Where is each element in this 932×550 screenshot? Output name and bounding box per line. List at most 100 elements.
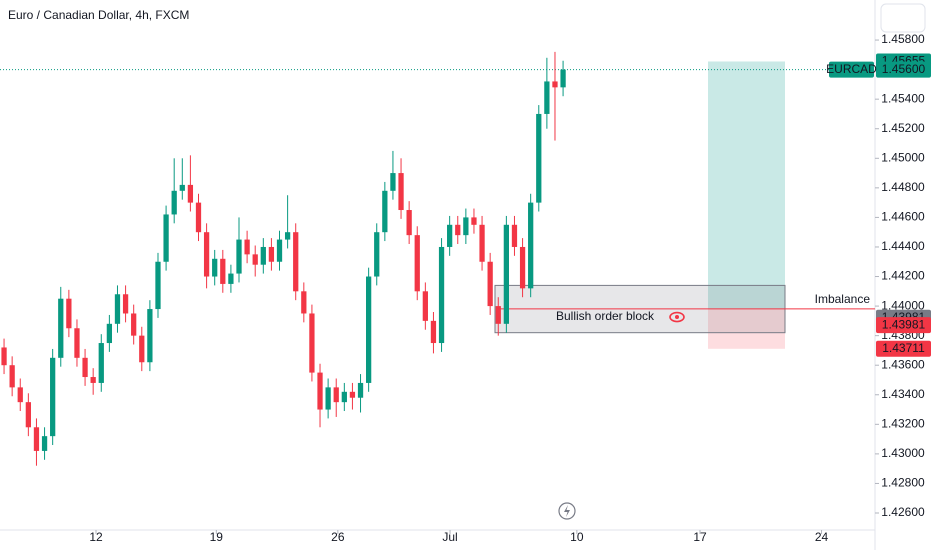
y-tick-label: 1.44200 [881, 269, 925, 283]
x-tick-label: Jul [442, 530, 457, 544]
candle-body [317, 372, 323, 410]
candle-body [74, 328, 80, 358]
candle-body [114, 294, 121, 324]
y-tick-label: 1.42800 [881, 476, 925, 490]
position-loss [708, 308, 785, 349]
candle-body [171, 190, 177, 215]
candle-body [244, 239, 250, 255]
candle-body [98, 343, 104, 383]
candle-body [333, 387, 339, 403]
entry-tag-bg [876, 317, 931, 334]
candle-body [503, 224, 509, 324]
candle-body [487, 261, 493, 307]
y-tick-label: 1.44400 [881, 239, 925, 253]
y-tick-label: 1.45000 [881, 150, 925, 164]
candle-body [252, 254, 258, 265]
toolbar-button[interactable] [880, 3, 926, 33]
imbalance-label: Imbalance [815, 292, 871, 306]
candle-body [25, 402, 31, 428]
candle-body [552, 81, 558, 88]
candle-body [471, 217, 477, 225]
y-tick-label: 1.43600 [881, 357, 925, 371]
candle-body [479, 224, 485, 262]
candle-body [9, 365, 15, 388]
candle-body [276, 239, 283, 262]
candle-body [90, 377, 96, 383]
candle-body [33, 427, 40, 451]
candle-body [341, 391, 347, 403]
candle-body [236, 239, 242, 274]
eye-icon [669, 311, 685, 323]
candle-body [41, 436, 48, 451]
x-tick-label: 10 [570, 530, 584, 544]
candle-body [382, 190, 388, 233]
entry-tag: 1.43981 [882, 317, 926, 331]
x-tick-label: 26 [331, 530, 345, 544]
candle-body [349, 391, 356, 398]
candle-body [463, 217, 469, 236]
candle-body [544, 81, 550, 114]
candle-body [163, 214, 169, 262]
y-tick-label: 1.43400 [881, 387, 925, 401]
y-tick-label: 1.45200 [881, 121, 925, 135]
candle-body [187, 184, 194, 203]
y-tick-label: 1.45400 [881, 91, 925, 105]
candle-body [414, 235, 420, 292]
candle-body [495, 306, 501, 324]
y-tick-label: 1.45800 [881, 32, 925, 46]
candle-body [179, 184, 185, 191]
candle-body [139, 335, 145, 363]
candle-body [301, 291, 307, 314]
candle-body [228, 273, 234, 284]
candle-body [536, 113, 542, 203]
candle-body [438, 246, 445, 344]
candle-body [203, 232, 210, 277]
candle-body [268, 246, 275, 262]
candle-body [374, 232, 380, 277]
candle-body [528, 202, 534, 289]
candle-body [430, 320, 437, 344]
y-tick-label: 1.43000 [881, 446, 925, 460]
x-tick-label: 24 [815, 530, 829, 544]
candle-body [406, 210, 412, 236]
candle-body [106, 323, 113, 344]
candle-body [220, 258, 226, 284]
symbol-tag-bg [829, 61, 874, 78]
y-tick-label: 1.44000 [881, 298, 925, 312]
candle-body [147, 309, 153, 363]
candle-body [519, 246, 526, 289]
candle-body [293, 232, 299, 292]
candle-body [398, 173, 404, 211]
candle-body [357, 382, 364, 398]
stop-tag: 1.43711 [882, 341, 925, 355]
chart-title: Euro / Canadian Dollar, 4h, FXCM [8, 8, 189, 22]
last-price-tag: 1.45600 [882, 62, 926, 76]
bolt-icon [564, 505, 570, 517]
y-tick-label: 1.44600 [881, 210, 925, 224]
candle-body [447, 224, 453, 247]
candle-body [195, 202, 202, 233]
x-tick-label: 17 [693, 530, 707, 544]
candle-body [82, 357, 88, 378]
candle-body [455, 224, 461, 236]
x-tick-label: 12 [89, 530, 103, 544]
candle-body [511, 224, 518, 247]
eye-pupil [675, 315, 679, 320]
y-tick-label: 1.44800 [881, 180, 925, 194]
candle-body [325, 387, 331, 410]
candle-body [422, 291, 428, 321]
candle-body [131, 313, 137, 336]
candle-body [122, 294, 129, 314]
candle-body [58, 298, 64, 358]
candle-body [309, 313, 315, 373]
order-block-label: Bullish order block [556, 309, 655, 323]
position-profit [708, 61, 785, 309]
candle-body [390, 173, 396, 191]
last-price-tag-bg [876, 61, 931, 78]
candle-body [17, 387, 23, 403]
candle-body [560, 69, 566, 88]
candle-body [66, 298, 72, 329]
candle-body [155, 261, 161, 310]
candle-body [260, 246, 266, 265]
